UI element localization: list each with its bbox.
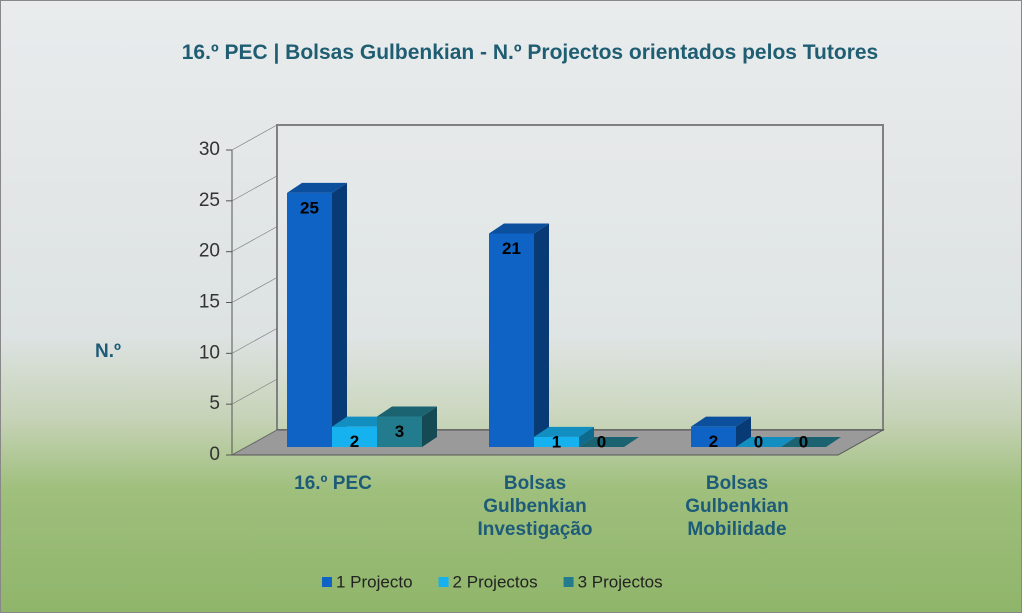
wall-tick bbox=[231, 226, 278, 252]
bar bbox=[287, 182, 347, 448]
data-label: 0 bbox=[754, 432, 763, 451]
data-label: 2 bbox=[350, 432, 359, 451]
bar-front bbox=[332, 426, 377, 447]
bar-side bbox=[736, 416, 751, 447]
bar-front bbox=[691, 426, 736, 447]
bar-front bbox=[377, 416, 422, 447]
back-wall bbox=[276, 124, 884, 431]
x-tick-label: Bolsas Gulbenkian Investigação bbox=[477, 473, 593, 540]
bar bbox=[579, 437, 639, 447]
bar bbox=[377, 406, 437, 447]
y-axis-title: N.º bbox=[95, 341, 121, 362]
bar bbox=[691, 416, 751, 447]
bar-front bbox=[489, 233, 534, 447]
data-label: 25 bbox=[300, 198, 319, 217]
data-label: 2 bbox=[709, 432, 718, 451]
legend-label: 3 Projectos bbox=[578, 572, 663, 591]
bar-side bbox=[534, 223, 549, 447]
y-tick-label: 25 bbox=[199, 190, 220, 211]
bar bbox=[534, 426, 594, 447]
bar-top bbox=[489, 223, 549, 234]
bar-top bbox=[377, 406, 437, 417]
data-label: 0 bbox=[799, 432, 808, 451]
y-tick-label: 20 bbox=[199, 241, 220, 262]
bar-side bbox=[422, 406, 437, 447]
bar-top bbox=[579, 437, 639, 447]
x-tick-label: Bolsas Gulbenkian Mobilidade bbox=[685, 473, 789, 540]
data-label: 21 bbox=[502, 239, 521, 258]
bar bbox=[736, 437, 796, 447]
wall-tick bbox=[231, 175, 278, 202]
y-tick-label: 0 bbox=[209, 444, 220, 465]
legend-label: 1 Projecto bbox=[336, 572, 413, 591]
x-tick-label: 16.º PEC bbox=[294, 473, 372, 494]
y-tick-label: 10 bbox=[199, 342, 220, 363]
bar-front bbox=[287, 192, 332, 447]
chart-title: 16.º PEC | Bolsas Gulbenkian - N.º Proje… bbox=[181, 41, 879, 64]
y-tick-label: 15 bbox=[199, 292, 220, 313]
bar-side bbox=[579, 426, 594, 447]
wall-tick bbox=[231, 328, 278, 354]
bar-top bbox=[534, 426, 594, 437]
legend-swatch bbox=[563, 577, 574, 587]
bar-side bbox=[332, 182, 347, 448]
bar-top bbox=[736, 437, 796, 447]
bar-top bbox=[781, 437, 841, 447]
legend-label: 2 Projectos bbox=[453, 572, 538, 591]
data-label: 3 bbox=[395, 422, 404, 441]
y-tick-label: 30 bbox=[199, 139, 220, 160]
data-label: 1 bbox=[552, 432, 561, 451]
bar bbox=[489, 223, 549, 447]
bar-top bbox=[691, 416, 751, 427]
wall-tick bbox=[231, 277, 278, 303]
bar-top bbox=[287, 182, 347, 193]
legend-swatch bbox=[438, 577, 449, 587]
data-label: 0 bbox=[597, 432, 606, 451]
bar bbox=[781, 437, 841, 447]
legend-swatch bbox=[322, 577, 332, 587]
bar-front bbox=[534, 436, 579, 447]
wall-tick bbox=[231, 429, 278, 456]
wall-tick bbox=[231, 378, 278, 405]
wall-tick bbox=[231, 124, 278, 151]
y-tick-label: 5 bbox=[209, 393, 220, 414]
